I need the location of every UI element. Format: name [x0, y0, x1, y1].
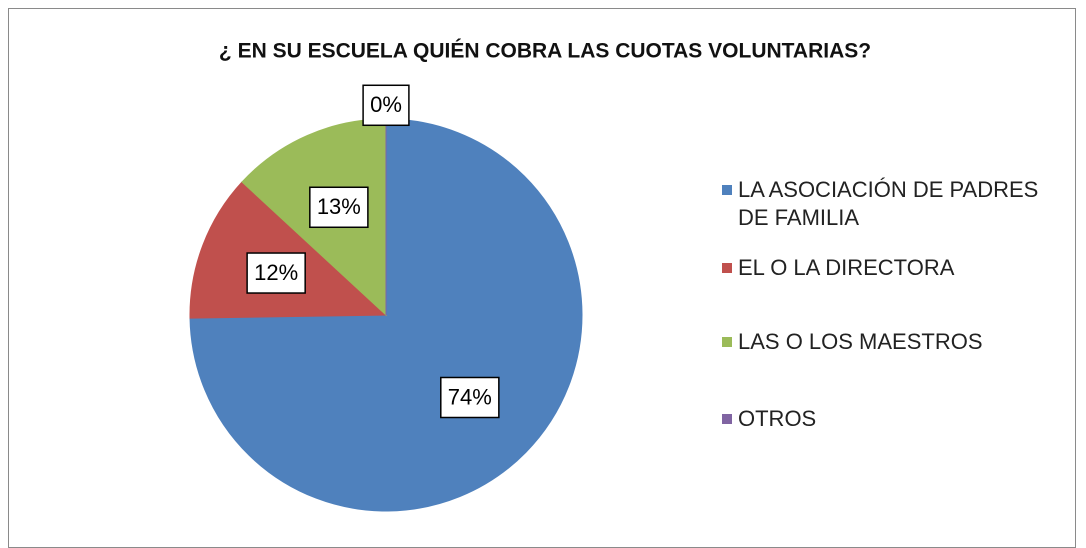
legend-swatch [722, 414, 732, 424]
data-label-text: 12% [254, 260, 298, 285]
pie-slice [189, 181, 388, 319]
data-label-text: 0% [370, 92, 402, 117]
legend-item: LA ASOCIACIÓN DE PADRES DE FAMILIA [722, 176, 1062, 232]
data-label: 13% [309, 186, 369, 229]
legend-label: EL O LA DIRECTORA [738, 255, 955, 280]
legend-swatch [722, 337, 732, 347]
legend-label: LA ASOCIACIÓN DE PADRES DE FAMILIA [738, 177, 1039, 230]
data-label-box [309, 186, 369, 229]
data-label: 0% [362, 84, 410, 127]
data-label: 12% [246, 252, 306, 294]
data-label: 74% [440, 376, 500, 419]
data-label-box [440, 376, 500, 419]
legend-item: EL O LA DIRECTORA [722, 254, 1062, 282]
legend-item: OTROS [722, 405, 1062, 433]
data-label-box [362, 84, 410, 127]
legend-swatch [722, 185, 732, 195]
legend-label: OTROS [738, 406, 817, 431]
chart-title: ¿ EN SU ESCUELA QUIÉN COBRA LAS CUOTAS V… [219, 40, 871, 63]
data-label-text: 74% [448, 384, 492, 409]
data-label-text: 13% [317, 194, 361, 219]
legend-label: LAS O LOS MAESTROS [738, 329, 983, 354]
legend-item: LAS O LOS MAESTROS [722, 328, 1062, 356]
legend-swatch [722, 263, 732, 273]
data-label-box [246, 252, 306, 294]
